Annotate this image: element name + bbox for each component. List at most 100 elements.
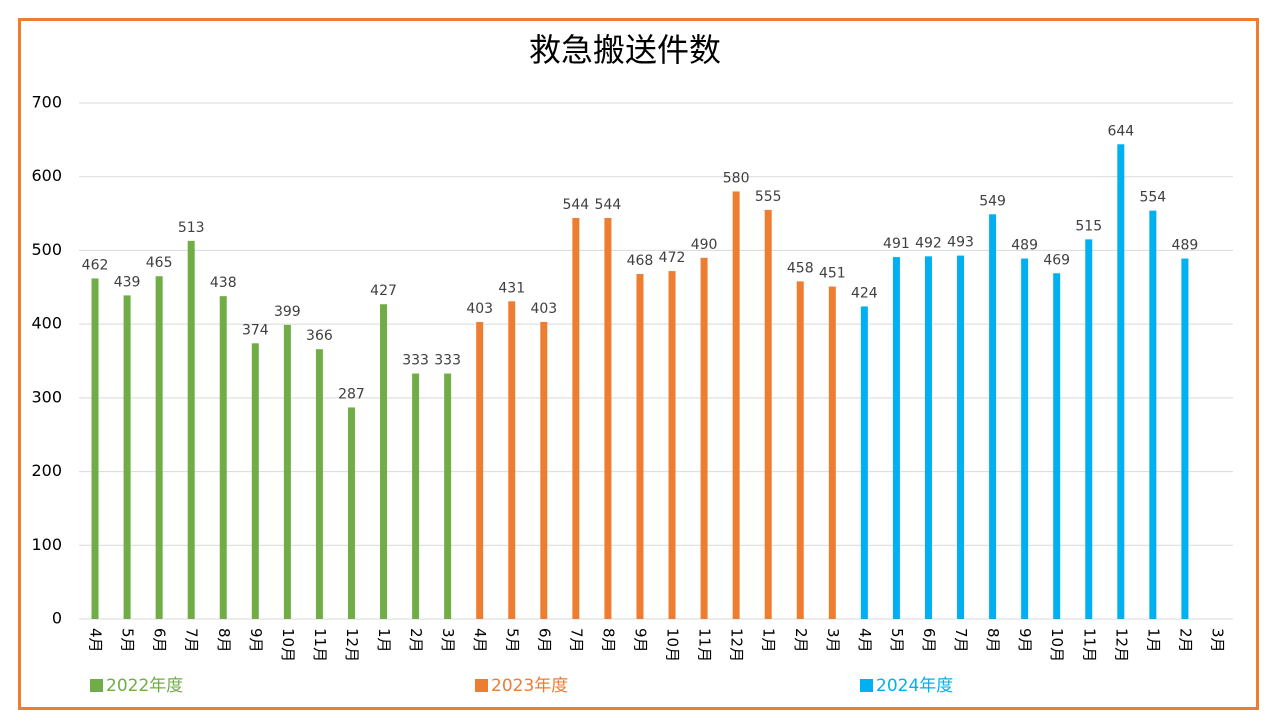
data-label: 492 <box>915 235 942 251</box>
y-tick-label: 500 <box>31 240 62 259</box>
bar <box>155 276 163 619</box>
bar <box>1117 144 1125 619</box>
data-label: 403 <box>466 301 493 317</box>
x-tick-label: 5月 <box>888 628 906 653</box>
x-tick-label: 1月 <box>760 628 778 653</box>
bar <box>828 286 836 619</box>
bar <box>1085 239 1093 619</box>
data-label: 451 <box>819 266 846 282</box>
data-label: 333 <box>434 353 461 369</box>
bar <box>989 214 997 619</box>
x-tick-label: 3月 <box>824 628 842 653</box>
data-label: 468 <box>627 253 654 269</box>
data-label: 403 <box>530 301 557 317</box>
y-tick-label: 200 <box>31 461 62 480</box>
data-label: 424 <box>851 285 878 301</box>
bar <box>1021 258 1029 619</box>
legend-label: 2023年度 <box>491 676 568 696</box>
bar <box>732 191 740 619</box>
legend-label: 2022年度 <box>106 676 183 696</box>
bar <box>892 257 900 619</box>
x-tick-label: 2月 <box>1176 628 1194 653</box>
bar <box>91 278 99 619</box>
data-label: 465 <box>146 255 173 271</box>
data-label: 458 <box>787 260 814 276</box>
bar <box>636 274 644 619</box>
data-label: 554 <box>1139 190 1166 206</box>
x-tick-label: 4月 <box>87 628 105 653</box>
bar <box>572 217 580 619</box>
bar <box>796 281 804 619</box>
data-label: 333 <box>402 353 429 369</box>
data-label: 399 <box>274 304 301 320</box>
x-tick-label: 10月 <box>279 628 297 662</box>
data-label: 544 <box>595 197 622 213</box>
data-label: 490 <box>691 237 718 253</box>
x-tick-label: 11月 <box>696 628 714 662</box>
x-tick-label: 7月 <box>183 628 201 653</box>
bar <box>380 304 388 619</box>
bar <box>924 256 932 619</box>
x-tick-label: 11月 <box>1080 628 1098 662</box>
data-label: 427 <box>370 283 397 299</box>
x-tick-label: 8月 <box>984 628 1002 653</box>
data-label: 580 <box>723 170 750 186</box>
x-tick-label: 8月 <box>599 628 617 653</box>
legend-swatch <box>90 679 103 692</box>
data-label: 515 <box>1075 218 1102 234</box>
data-label: 549 <box>979 193 1006 209</box>
data-label: 489 <box>1172 238 1199 254</box>
bar <box>283 324 291 619</box>
y-tick-label: 300 <box>31 387 62 406</box>
bar <box>1181 258 1189 619</box>
bar <box>1053 273 1061 619</box>
legend-swatch <box>475 679 488 692</box>
x-tick-label: 9月 <box>631 628 649 653</box>
y-tick-label: 700 <box>31 93 62 112</box>
x-tick-label: 12月 <box>1112 628 1130 662</box>
x-tick-label: 1月 <box>1144 628 1162 653</box>
x-tick-label: 1月 <box>375 628 393 653</box>
bar <box>187 240 195 620</box>
bar <box>508 301 516 619</box>
bar <box>251 343 259 619</box>
bar <box>347 407 355 619</box>
x-tick-label: 5月 <box>503 628 521 653</box>
data-label: 462 <box>82 257 109 273</box>
x-tick-label: 6月 <box>535 628 553 653</box>
x-tick-label: 3月 <box>439 628 457 653</box>
bar <box>540 321 548 619</box>
bar <box>412 373 420 619</box>
data-label: 374 <box>242 322 269 338</box>
x-tick-label: 7月 <box>567 628 585 653</box>
x-tick-label: 10月 <box>1048 628 1066 662</box>
data-label: 287 <box>338 386 365 402</box>
x-tick-label: 12月 <box>343 628 361 662</box>
bar <box>1149 210 1157 619</box>
bar <box>604 217 612 619</box>
bar <box>860 306 868 619</box>
x-tick-label: 5月 <box>119 628 137 653</box>
data-label: 513 <box>178 220 205 236</box>
bar <box>957 255 965 620</box>
x-tick-label: 4月 <box>856 628 874 653</box>
x-tick-label: 12月 <box>728 628 746 662</box>
bar <box>764 209 772 619</box>
data-label: 472 <box>659 250 686 266</box>
x-tick-label: 11月 <box>311 628 329 662</box>
bar <box>476 321 484 619</box>
bar <box>700 257 708 619</box>
bar <box>444 373 452 619</box>
x-tick-label: 10月 <box>664 628 682 662</box>
x-tick-label: 2月 <box>407 628 425 653</box>
data-label: 431 <box>498 280 525 296</box>
data-label: 438 <box>210 275 237 291</box>
x-tick-label: 6月 <box>920 628 938 653</box>
y-tick-label: 400 <box>31 314 62 333</box>
legend-swatch <box>860 679 873 692</box>
y-tick-label: 0 <box>52 609 62 628</box>
data-label: 555 <box>755 189 782 205</box>
chart-title: 救急搬送件数 <box>529 31 721 69</box>
x-tick-label: 9月 <box>1016 628 1034 653</box>
data-label: 366 <box>306 328 333 344</box>
